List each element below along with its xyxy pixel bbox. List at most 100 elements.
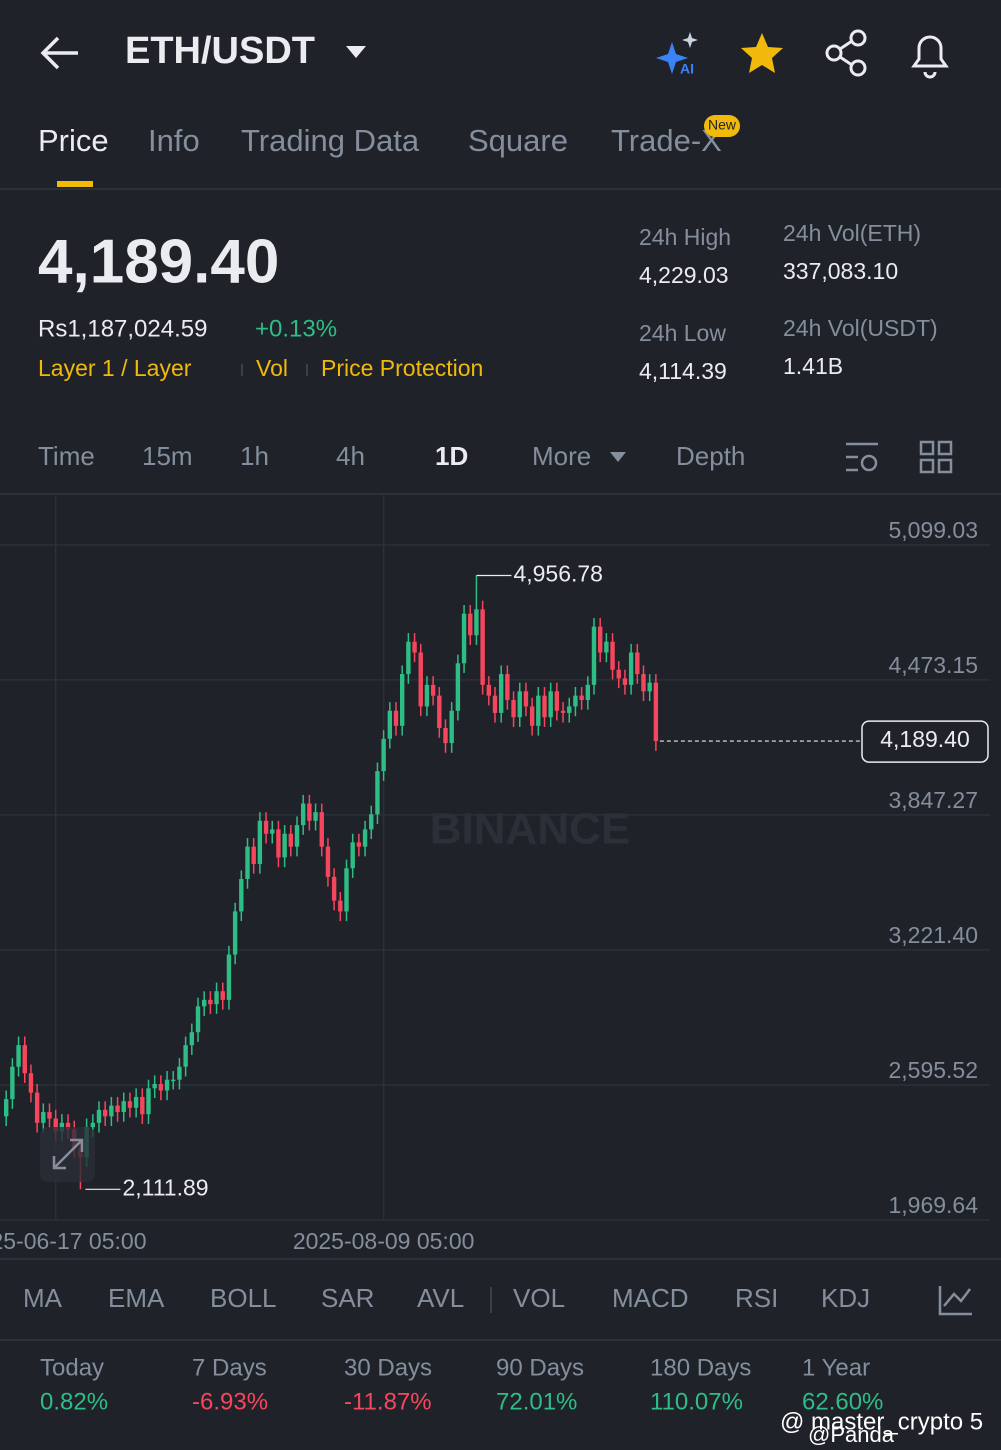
- candle-body: [647, 682, 652, 692]
- candle-body: [449, 710, 454, 744]
- back-button[interactable]: [40, 36, 78, 70]
- candle-body: [22, 1045, 27, 1074]
- interval-option[interactable]: 15m: [142, 441, 193, 471]
- watermark: BINANCE: [430, 805, 630, 854]
- candle-body: [133, 1096, 139, 1108]
- interval-option[interactable]: 1h: [240, 441, 269, 471]
- candle-body: [468, 613, 473, 636]
- indicator-tab[interactable]: RSI: [735, 1283, 778, 1313]
- candle-body: [622, 678, 628, 685]
- candle-body: [276, 829, 281, 858]
- pair-title[interactable]: ETH/USDT: [125, 30, 315, 72]
- share-icon[interactable]: [825, 29, 867, 77]
- candle-body: [492, 695, 498, 713]
- candle-body: [610, 641, 615, 670]
- candle-body: [517, 691, 522, 718]
- stat-label: 24h Vol(ETH): [783, 220, 921, 246]
- candle-body: [96, 1109, 102, 1123]
- x-tick-label: 2025-06-17 05:00: [0, 1228, 146, 1254]
- candle-body: [430, 684, 436, 696]
- candle-body: [523, 691, 529, 707]
- tab[interactable]: Trading Data: [241, 123, 420, 158]
- favorite-star[interactable]: [741, 33, 783, 73]
- layout-icon[interactable]: [919, 440, 953, 474]
- stat-value: 4,229.03: [639, 262, 729, 288]
- candle-body: [406, 641, 411, 675]
- candle-body: [313, 812, 318, 821]
- ai-icon[interactable]: AI: [656, 32, 698, 77]
- fiat-price: Rs1,187,024.59: [38, 315, 207, 342]
- candle-body: [653, 682, 659, 742]
- tag[interactable]: Layer 1 / Layer: [38, 355, 192, 381]
- candle-body: [381, 738, 386, 772]
- candle-body: [288, 833, 294, 847]
- candle-body: [270, 829, 275, 834]
- tab[interactable]: Square: [468, 123, 568, 158]
- y-tick-label: 1,969.64: [888, 1192, 978, 1218]
- svg-text:AI: AI: [680, 61, 694, 77]
- x-tick-label: 2025-08-09 05:00: [293, 1228, 475, 1254]
- candle-body: [319, 812, 324, 847]
- indicator-tab[interactable]: SAR: [321, 1283, 374, 1313]
- y-tick-label: 4,473.15: [888, 652, 978, 678]
- badge-bg: [704, 115, 740, 137]
- chart-settings-icon[interactable]: [846, 442, 878, 472]
- candle-body: [34, 1092, 40, 1123]
- indicator-tab[interactable]: VOL: [513, 1283, 565, 1313]
- candle-body: [251, 846, 256, 864]
- candle-body: [437, 695, 442, 729]
- period-change: 72.01%: [496, 1388, 577, 1415]
- candle-body: [399, 674, 405, 726]
- candle-body: [152, 1083, 157, 1089]
- candle-body: [16, 1045, 21, 1067]
- pair-dropdown[interactable]: [346, 46, 366, 58]
- candle-body: [424, 684, 430, 707]
- candle-body: [171, 1079, 176, 1082]
- candle-body: [257, 820, 263, 864]
- interval-option[interactable]: More: [532, 441, 591, 471]
- stat-value: 1.41B: [783, 353, 843, 379]
- more-dropdown[interactable]: [610, 452, 626, 462]
- candle-body: [597, 626, 603, 653]
- low-label: 2,111.89: [122, 1174, 208, 1200]
- candle-body: [164, 1079, 170, 1091]
- interval-option[interactable]: 1D: [435, 441, 468, 471]
- interval-option[interactable]: 4h: [336, 441, 365, 471]
- candle-body: [585, 684, 591, 700]
- interval-option[interactable]: Time: [38, 441, 95, 471]
- period-label: 30 Days: [344, 1354, 432, 1381]
- period-change: 110.07%: [650, 1388, 743, 1415]
- candle-body: [239, 879, 244, 912]
- expand-button[interactable]: [40, 1127, 95, 1182]
- indicator-tab[interactable]: BOLL: [210, 1283, 277, 1313]
- indicator-tab[interactable]: AVL: [417, 1283, 464, 1313]
- candle-body: [461, 613, 467, 664]
- candle-body: [412, 641, 417, 653]
- candle-body: [362, 829, 368, 847]
- indicator-settings-icon[interactable]: [938, 1286, 972, 1316]
- tab[interactable]: Info: [148, 123, 200, 158]
- indicator-tab[interactable]: MA: [23, 1283, 63, 1313]
- period-label: Today: [40, 1354, 104, 1381]
- indicator-tab[interactable]: EMA: [108, 1283, 165, 1313]
- indicator-tab[interactable]: KDJ: [821, 1283, 870, 1313]
- candle-body: [90, 1122, 96, 1128]
- candle-body: [511, 699, 516, 718]
- alert-bell[interactable]: [911, 35, 949, 79]
- tag[interactable]: Price Protection: [321, 355, 483, 381]
- candle-body: [498, 674, 504, 713]
- candle-body: [121, 1101, 126, 1113]
- tab[interactable]: Trade-X: [611, 123, 722, 158]
- period-label: 1 Year: [802, 1354, 870, 1381]
- indicator-tab[interactable]: MACD: [612, 1283, 689, 1313]
- interval-option[interactable]: Depth: [676, 441, 745, 471]
- candle-body: [282, 833, 287, 858]
- tab[interactable]: Price: [38, 123, 109, 158]
- tag[interactable]: Vol: [256, 355, 288, 381]
- candle-body: [573, 695, 578, 707]
- candle-body: [554, 691, 560, 711]
- candle-body: [189, 1032, 195, 1046]
- last-price-box: [861, 720, 989, 763]
